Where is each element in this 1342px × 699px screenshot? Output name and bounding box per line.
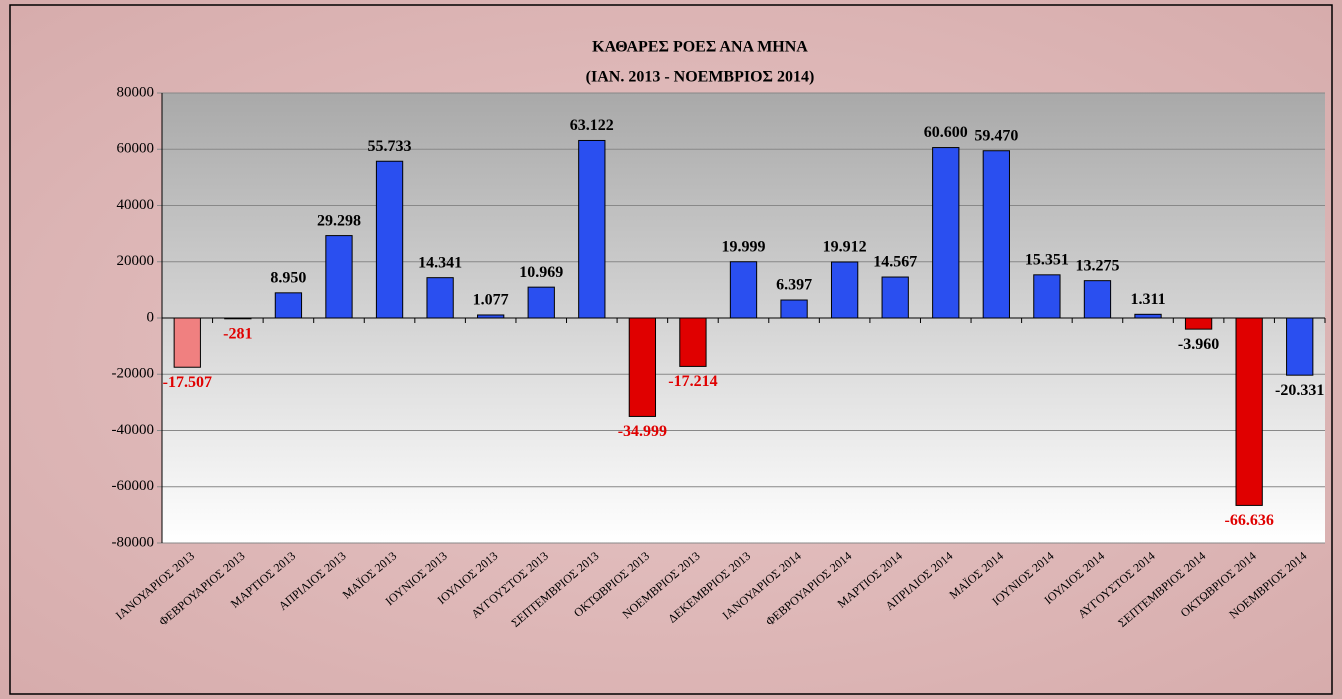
- bar: [477, 314, 505, 319]
- y-tick-label: 20000: [117, 253, 155, 269]
- bar: [679, 317, 707, 367]
- bar: [274, 292, 303, 319]
- bar: [1083, 280, 1112, 319]
- value-label: 14.341: [418, 254, 462, 271]
- value-label: 13.275: [1075, 257, 1119, 274]
- bar: [375, 160, 404, 319]
- bar: [325, 235, 353, 319]
- y-tick-label: -40000: [112, 422, 155, 438]
- value-label: 29.298: [317, 212, 361, 229]
- value-label: -34.999: [618, 423, 667, 440]
- value-label: 59.470: [974, 127, 1018, 144]
- value-label: 14.567: [873, 254, 917, 271]
- bar: [1286, 317, 1314, 376]
- bar: [1235, 317, 1263, 506]
- bar: [527, 286, 555, 319]
- value-label: -3.960: [1178, 336, 1219, 353]
- value-label: 8.950: [270, 270, 306, 287]
- value-label: -20.331: [1275, 382, 1324, 399]
- chart-subtitle: (ΙΑΝ. 2013 - ΝΟΕΜΒΡΙΟΣ 2014): [586, 69, 815, 86]
- bar: [780, 299, 808, 319]
- bar: [173, 317, 201, 368]
- bar: [881, 276, 909, 319]
- value-label: 10.969: [519, 264, 563, 281]
- bar: [426, 277, 454, 319]
- value-label: 63.122: [570, 117, 614, 134]
- bar: [628, 317, 657, 417]
- value-label: 19.912: [823, 239, 867, 256]
- value-label: 1.311: [1130, 291, 1165, 308]
- y-tick-label: 60000: [117, 141, 155, 157]
- bar: [1184, 317, 1213, 330]
- value-label: -17.507: [163, 374, 212, 391]
- value-label: 1.077: [473, 292, 509, 309]
- value-label: 60.600: [924, 124, 968, 141]
- value-label: 15.351: [1025, 251, 1069, 268]
- frame: [9, 4, 1333, 695]
- value-label: 55.733: [368, 138, 412, 155]
- value-label: -281: [223, 325, 252, 342]
- bar: [1033, 274, 1061, 319]
- value-label: 6.397: [776, 277, 812, 294]
- value-label: -66.636: [1224, 512, 1273, 529]
- chart-title: ΚΑΘΑΡΕΣ ΡΟΕΣ ΑΝΑ ΜΗΝΑ: [592, 39, 808, 56]
- y-tick-label: -60000: [112, 478, 155, 494]
- bar: [224, 317, 252, 320]
- bar: [729, 261, 758, 319]
- bar: [1134, 313, 1162, 319]
- bar: [932, 147, 960, 319]
- y-tick-label: 40000: [117, 197, 155, 213]
- y-tick-label: -20000: [112, 366, 155, 382]
- y-tick-label: 80000: [117, 84, 155, 100]
- bar: [578, 139, 606, 319]
- value-label: 19.999: [722, 238, 766, 255]
- y-tick-label: 0: [147, 309, 155, 325]
- value-label: -17.214: [668, 373, 717, 390]
- bar: [982, 150, 1010, 319]
- y-tick-label: -80000: [112, 534, 155, 550]
- bar: [830, 261, 859, 319]
